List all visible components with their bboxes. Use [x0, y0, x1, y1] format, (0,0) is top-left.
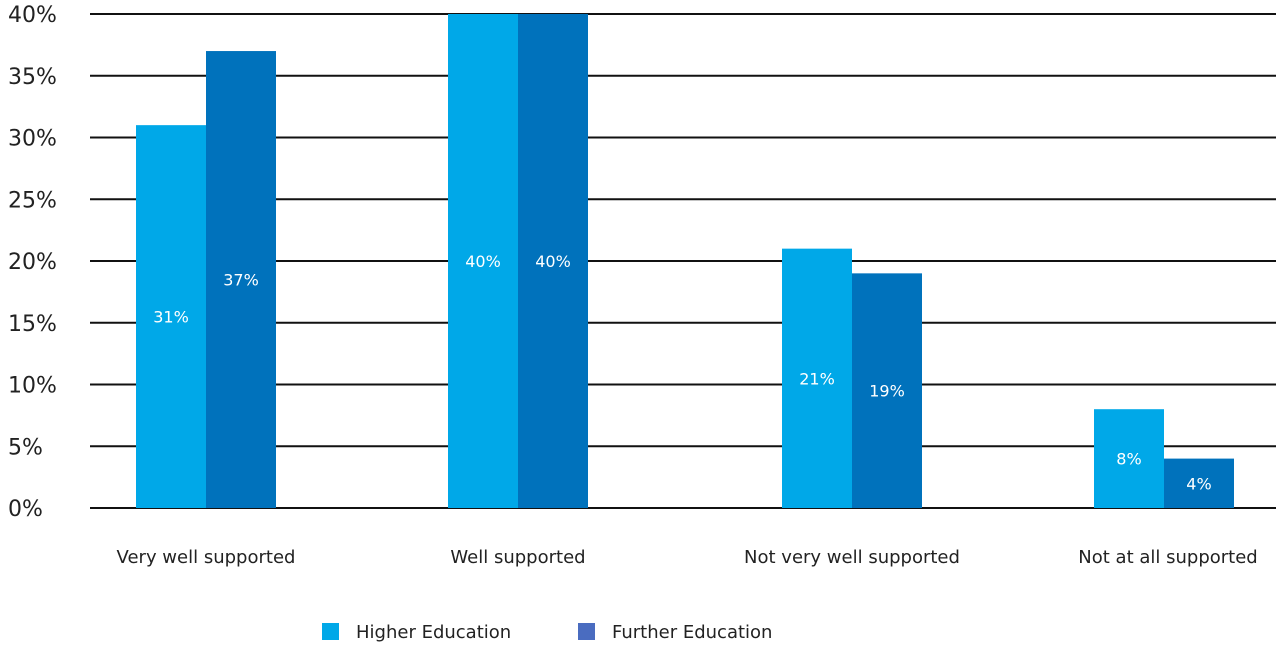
y-tick-label: 40% — [8, 3, 57, 28]
bar — [448, 14, 518, 508]
legend-swatch — [578, 623, 595, 640]
bar — [852, 273, 922, 508]
x-category-label: Not at all supported — [1078, 547, 1257, 568]
bar — [518, 14, 588, 508]
gridlines — [90, 13, 1276, 509]
y-tick-label: 15% — [8, 312, 57, 337]
y-tick-label: 5% — [8, 435, 43, 460]
bar — [1094, 409, 1164, 508]
data-label: 40% — [535, 252, 571, 271]
data-label: 19% — [869, 382, 905, 401]
y-tick-label: 30% — [8, 127, 57, 152]
data-label: 31% — [153, 308, 189, 327]
x-category-label: Very well supported — [117, 547, 296, 568]
legend: Higher Education Further Education — [322, 622, 772, 643]
y-tick-label: 10% — [8, 374, 57, 399]
bar — [1164, 458, 1234, 508]
bar — [782, 248, 852, 508]
y-tick-label: 0% — [8, 497, 43, 522]
bar — [136, 125, 206, 509]
y-tick-label: 25% — [8, 188, 57, 213]
legend-label: Higher Education — [356, 622, 511, 643]
data-label: 37% — [223, 271, 259, 290]
legend-swatch — [322, 623, 339, 640]
x-category-label: Well supported — [450, 547, 585, 568]
data-label: 40% — [465, 252, 501, 271]
x-category-label: Not very well supported — [744, 547, 960, 568]
y-axis-ticks: 0% 5% 10% 15% 20% 25% 30% 35% 40% — [8, 3, 57, 522]
data-label: 8% — [1116, 450, 1141, 469]
legend-label: Further Education — [612, 622, 772, 643]
y-tick-label: 35% — [8, 65, 57, 90]
bars — [136, 14, 1234, 509]
x-axis-categories: Very well supported Well supported Not ver… — [117, 547, 1258, 568]
bar — [206, 51, 276, 509]
data-label: 21% — [799, 369, 835, 388]
data-labels: 31% 37% 40% 40% 21% 19% 8% 4% — [153, 252, 1211, 493]
data-label: 4% — [1186, 474, 1211, 493]
y-tick-label: 20% — [8, 250, 57, 275]
